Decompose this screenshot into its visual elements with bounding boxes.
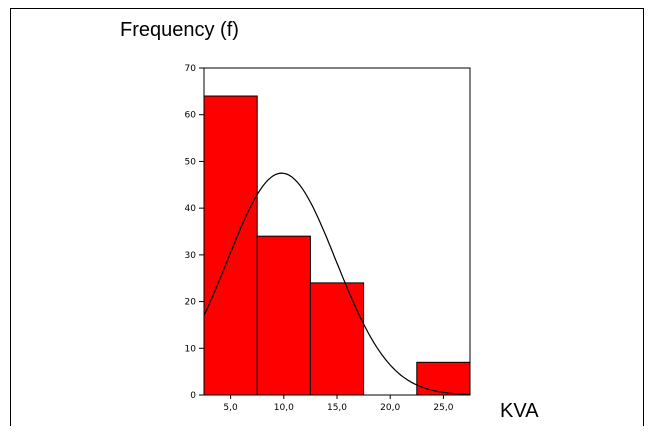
y-tick-label: 70 xyxy=(185,64,197,74)
y-tick-label: 10 xyxy=(185,344,197,354)
histogram-bar xyxy=(203,95,258,396)
x-tick-label: 15,0 xyxy=(327,403,347,413)
histogram-bar xyxy=(256,235,311,396)
y-axis-label: Frequency (f) xyxy=(120,19,239,41)
y-tick-label: 0 xyxy=(190,391,196,401)
y-tick-label: 20 xyxy=(185,298,197,308)
x-axis: 5,0 10,0 15,0 20,0 25,0 xyxy=(223,395,454,413)
y-tick-label: 50 xyxy=(185,157,197,167)
y-tick-label: 40 xyxy=(185,204,197,214)
histogram-bar xyxy=(309,282,365,396)
x-tick-label: 10,0 xyxy=(274,403,294,413)
y-tick-label: 60 xyxy=(185,111,197,121)
y-axis: 0 10 20 30 40 50 60 70 xyxy=(185,64,204,401)
x-tick-label: 20,0 xyxy=(380,403,400,413)
chart-frame xyxy=(10,8,644,426)
normal-curve xyxy=(203,172,471,396)
x-axis-label: KVA xyxy=(500,400,539,422)
bars-group xyxy=(203,95,471,396)
histogram-bar xyxy=(416,361,471,396)
y-tick-label: 30 xyxy=(185,251,197,261)
x-tick-label: 5,0 xyxy=(223,403,238,413)
x-tick-label: 25,0 xyxy=(433,403,453,413)
